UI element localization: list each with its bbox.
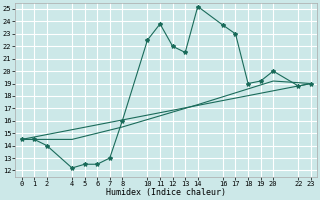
X-axis label: Humidex (Indice chaleur): Humidex (Indice chaleur) (106, 188, 226, 197)
